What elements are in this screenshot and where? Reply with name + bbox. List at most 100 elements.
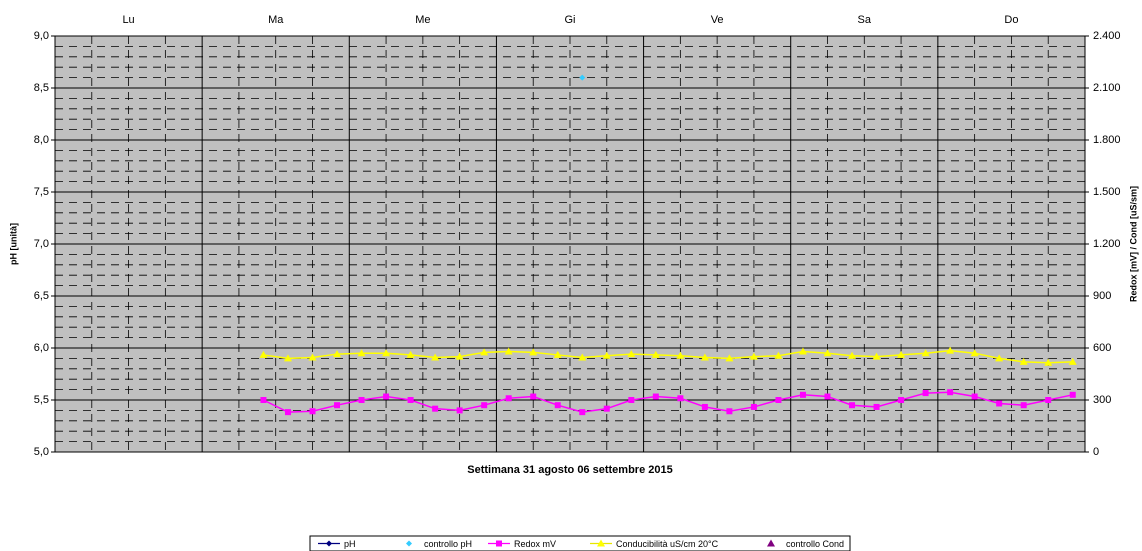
y-tick-label: 8,5 [34, 82, 49, 94]
legend-box [309, 535, 851, 551]
y-tick-label: 6,5 [34, 290, 49, 302]
marker [554, 402, 561, 409]
x-tick-label: Gi [565, 14, 576, 26]
x-axis-title: Settimana 31 agosto 06 settembre 2015 [467, 464, 672, 476]
y-tick-label: 5,5 [34, 394, 49, 406]
legend-label: Redox mV [514, 539, 556, 549]
y2-tick-label: 300 [1093, 394, 1111, 406]
marker [701, 403, 708, 410]
marker [922, 390, 929, 397]
marker [579, 74, 586, 81]
marker [357, 349, 366, 357]
marker [334, 402, 341, 409]
marker [529, 348, 538, 356]
marker [897, 350, 906, 358]
marker [700, 353, 709, 361]
marker [823, 349, 832, 357]
marker [456, 407, 463, 414]
marker [578, 353, 587, 361]
marker [284, 409, 291, 416]
marker [651, 350, 660, 358]
y-tick-label: 9,0 [34, 30, 49, 42]
marker [767, 539, 775, 547]
marker [333, 350, 342, 358]
marker [970, 349, 979, 357]
marker [260, 397, 267, 403]
marker [627, 350, 636, 358]
legend-label: Conducibilità uS/cm 20°C [616, 539, 719, 549]
marker [603, 405, 610, 412]
y2-tick-label: 1.200 [1093, 238, 1121, 250]
marker [406, 350, 415, 358]
marker [898, 397, 905, 403]
marker [431, 353, 440, 361]
y2-tick-label: 600 [1093, 342, 1111, 354]
marker [995, 354, 1004, 362]
y2-tick-label: 1.500 [1093, 186, 1121, 198]
marker [1019, 357, 1028, 365]
marker [480, 348, 489, 356]
marker [602, 351, 611, 359]
marker [579, 409, 586, 416]
marker [1068, 357, 1077, 365]
y-tick-label: 8,0 [34, 134, 49, 146]
marker [1045, 397, 1052, 403]
x-tick-label: Do [1004, 14, 1018, 26]
series-line [263, 349, 1073, 364]
y2-axis-title: Redox [mV] / Cond [uS/sm] [1128, 186, 1138, 302]
marker [652, 393, 659, 400]
marker [872, 352, 881, 360]
legend-label: controllo Cond [786, 539, 844, 549]
marker [848, 351, 857, 359]
marker [946, 346, 955, 354]
marker [1069, 391, 1076, 398]
marker [553, 350, 562, 358]
legend-label: controllo pH [424, 539, 472, 549]
y2-tick-label: 0 [1093, 446, 1099, 458]
marker [849, 402, 856, 409]
marker [481, 402, 488, 409]
y-axis-title: pH [unità] [8, 223, 18, 265]
y-tick-label: 7,0 [34, 238, 49, 250]
marker [750, 403, 757, 410]
marker [873, 403, 880, 410]
marker [799, 391, 806, 398]
marker [1020, 402, 1027, 409]
x-tick-label: Ma [268, 14, 284, 26]
marker [283, 354, 292, 362]
marker [798, 347, 807, 355]
marker [259, 350, 268, 358]
marker [530, 393, 537, 400]
marker [407, 397, 414, 403]
marker [382, 349, 391, 357]
marker [504, 347, 513, 355]
marker [971, 393, 978, 400]
y-tick-label: 5,0 [34, 446, 49, 458]
marker [309, 408, 316, 415]
marker [749, 352, 758, 360]
marker [628, 397, 635, 403]
marker [597, 539, 605, 547]
marker [677, 395, 684, 402]
legend-label: pH [344, 539, 356, 549]
marker [775, 397, 782, 403]
marker [1044, 358, 1053, 366]
y-tick-label: 7,5 [34, 186, 49, 198]
x-tick-label: Lu [122, 14, 134, 26]
marker [326, 540, 332, 547]
y-tick-label: 6,0 [34, 342, 49, 354]
marker [308, 353, 317, 361]
marker [774, 351, 783, 359]
marker [676, 351, 685, 359]
marker [726, 408, 733, 415]
marker [824, 393, 831, 400]
marker [947, 389, 954, 396]
marker [725, 354, 734, 362]
y2-tick-label: 2.400 [1093, 30, 1121, 42]
marker [358, 397, 365, 403]
marker [996, 400, 1003, 407]
y2-tick-label: 2.100 [1093, 82, 1121, 94]
x-tick-label: Ve [711, 14, 724, 26]
marker [406, 540, 412, 547]
